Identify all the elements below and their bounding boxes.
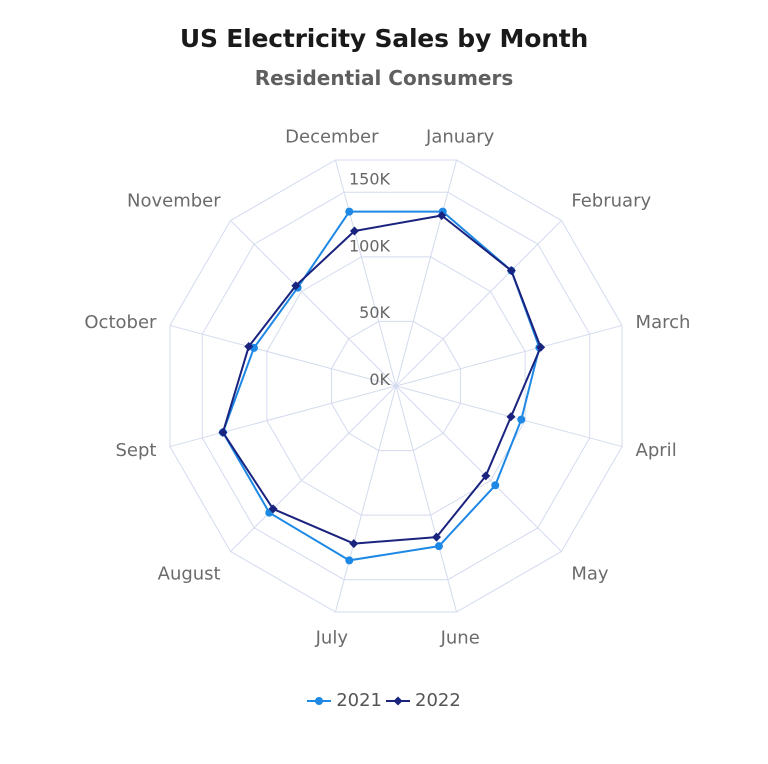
category-label: June [440, 628, 480, 649]
legend-swatch [307, 696, 332, 705]
radial-tick-label: 100K [349, 236, 391, 255]
category-label: November [127, 191, 221, 212]
series-2022 [218, 211, 546, 549]
radial-tick-label: 0K [369, 370, 390, 389]
data-point[interactable] [517, 415, 526, 424]
grid-spoke [395, 324, 623, 387]
data-point[interactable] [345, 556, 354, 565]
data-point[interactable] [349, 539, 359, 549]
grid-spoke [169, 385, 397, 448]
grid-spoke [395, 385, 458, 613]
category-label: December [285, 126, 379, 147]
chart-title: US Electricity Sales by Month [179, 24, 589, 53]
data-point[interactable] [349, 226, 359, 236]
grid-spoke [230, 220, 397, 387]
legend-swatch [386, 696, 410, 705]
category-label: March [636, 312, 691, 333]
grid-spoke [395, 159, 458, 387]
legend-item[interactable]: 2021 [307, 690, 382, 711]
category-labels: January February March April May June July Augu… [84, 126, 690, 648]
data-point[interactable] [536, 342, 546, 352]
data-point[interactable] [434, 542, 443, 551]
data-point[interactable] [506, 266, 516, 276]
radial-tick-label: 50K [359, 303, 390, 322]
legend-label: 2022 [415, 690, 461, 711]
series-layer [218, 207, 546, 565]
data-point[interactable] [244, 342, 254, 352]
grid-spoke [334, 385, 397, 613]
category-label: January [425, 126, 495, 147]
grid-spoke [169, 324, 397, 387]
grid-spoke [334, 159, 397, 387]
chart-subtitle: Residential Consumers [254, 66, 514, 90]
data-point[interactable] [481, 471, 491, 481]
data-point[interactable] [291, 281, 301, 291]
category-label: October [84, 312, 157, 333]
legend: 2021 2022 [0, 690, 768, 711]
category-label: April [636, 440, 677, 461]
category-label: July [315, 628, 349, 649]
data-point[interactable] [268, 504, 278, 514]
category-label: Sept [115, 440, 156, 461]
grid-spoke [395, 385, 562, 552]
category-label: May [571, 563, 609, 584]
data-point[interactable] [345, 207, 354, 216]
grid-spoke [395, 220, 562, 387]
category-label: August [158, 563, 221, 584]
data-point[interactable] [506, 412, 516, 422]
data-point[interactable] [431, 532, 441, 542]
data-point[interactable] [218, 427, 228, 437]
category-label: February [571, 191, 651, 212]
grid-spoke [230, 385, 397, 552]
data-point[interactable] [491, 481, 500, 490]
radial-tick-labels: 0K 50K 100K 150K [349, 169, 391, 389]
legend-label: 2021 [336, 690, 382, 711]
radial-tick-label: 150K [349, 169, 391, 188]
legend-item[interactable]: 2022 [386, 690, 461, 711]
data-point[interactable] [437, 211, 447, 221]
